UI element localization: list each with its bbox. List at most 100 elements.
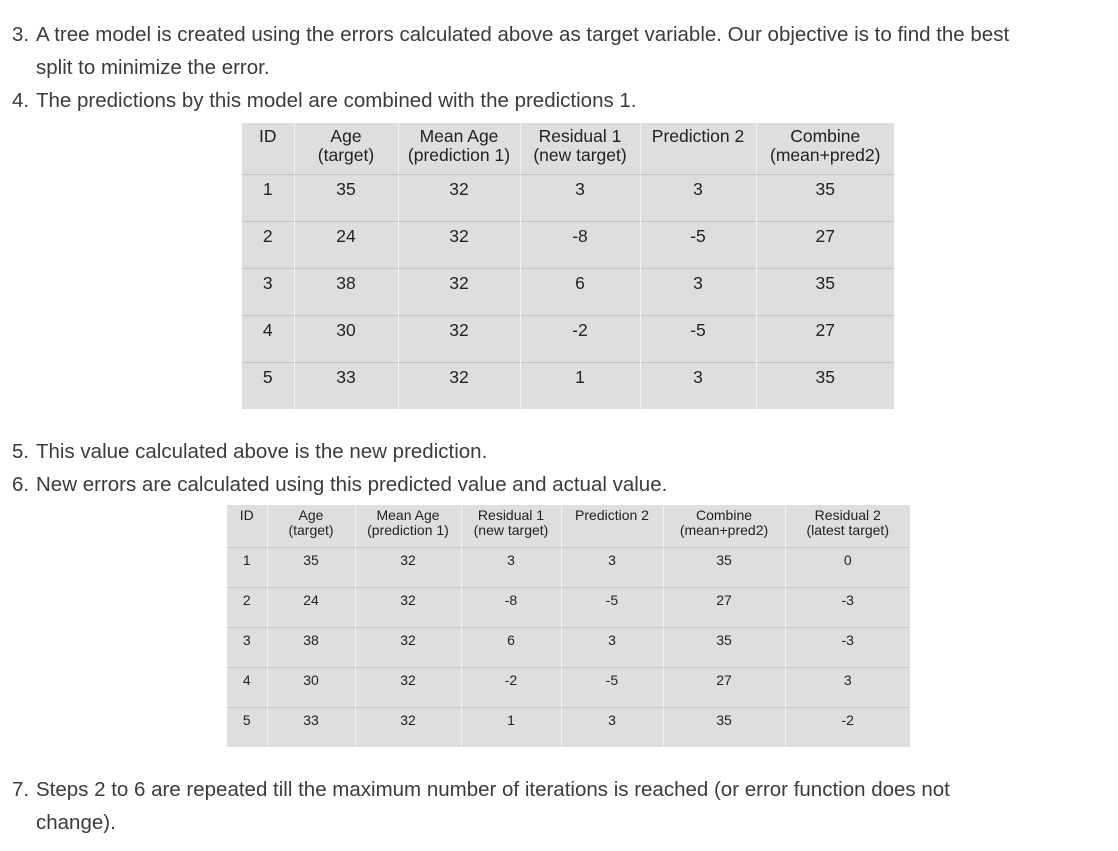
table-cell: 35 [662,706,785,747]
table-row: 3 38 32 6 3 35 [242,267,894,315]
table-cell: 32 [397,314,520,362]
table-cell: 27 [755,220,894,268]
table-cell: 35 [755,361,894,409]
table-cell: 5 [242,361,294,409]
table-cell: 3 [227,626,267,667]
header-sublabel: (prediction 1) [407,144,511,165]
header-label: Residual 1 [477,507,545,523]
table-1-header-age: Age (target) [293,123,398,175]
table-cell: 32 [397,267,520,315]
table-cell: 5 [227,706,267,747]
table-cell: 32 [354,666,461,707]
table-cell: -3 [784,626,910,667]
table-2-header-prediction-2: Prediction 2 [560,505,663,547]
table-1-header-row: ID Age (target) Mean Age (prediction 1) Re… [242,123,894,175]
table-cell: -5 [639,314,756,362]
table-cell: 6 [519,267,640,315]
table-cell: 32 [354,626,461,667]
table-cell: 30 [293,314,398,362]
table-cell: 27 [662,666,785,707]
table-row: 4 30 32 -2 -5 27 [242,314,894,362]
table-cell: 3 [560,706,663,747]
table-2-header-combine: Combine (mean+pred2) [662,505,785,547]
table-2-header-mean-age: Mean Age (prediction 1) [354,505,461,547]
step-3-line-1: A tree model is created using the errors… [36,23,1010,46]
table-cell: 6 [460,626,561,667]
header-label: Mean Age [376,507,440,523]
header-label: Prediction 2 [575,507,649,523]
table-cell: 2 [242,220,294,268]
header-sublabel: (target) [288,522,334,539]
table-cell: 35 [662,546,785,587]
table-cell: 32 [397,173,520,221]
table-row: 5 33 32 1 3 35 -2 [227,706,910,747]
step-5-number: 5. [12,440,30,463]
header-label: Mean Age [419,126,499,146]
table-cell: 24 [266,586,355,627]
step-3-number: 3. [12,23,30,46]
table-cell: -5 [560,666,663,707]
header-label: Age [330,126,362,146]
step-4-text: The predictions by this model are combin… [36,89,637,112]
table-1-header-id: ID [242,123,294,175]
table-1-header-mean-age: Mean Age (prediction 1) [397,123,520,175]
table-2-header-residual-1: Residual 1 (new target) [460,505,561,547]
table-cell: 3 [784,666,910,707]
table-cell: 1 [519,361,640,409]
table-cell: -8 [460,586,561,627]
table-cell: 1 [227,546,267,587]
table-cell: 4 [242,314,294,362]
table-cell: -2 [460,666,561,707]
table-cell: -8 [519,220,640,268]
table-1-header-combine: Combine (mean+pred2) [755,123,894,175]
table-2-header-row: ID Age (target) Mean Age (prediction 1) Re… [227,505,910,547]
table-row: 4 30 32 -2 -5 27 3 [227,666,910,707]
step-7-line-2: change). [36,811,116,834]
table-row: 1 35 32 3 3 35 [242,173,894,221]
table-cell: 3 [639,173,756,221]
table-row: 5 33 32 1 3 35 [242,361,894,409]
step-7-paragraph: 7. Steps 2 to 6 are repeated till the max… [12,773,1102,839]
table-2-header-residual-2: Residual 2 (latest target) [784,505,910,547]
step-7-number: 7. [12,778,30,801]
table-cell: 1 [460,706,561,747]
table-cell: 3 [639,361,756,409]
prediction-table-2: ID Age (target) Mean Age (prediction 1) Re… [227,505,910,747]
header-label: Combine [695,507,753,523]
header-label: ID [259,126,277,146]
table-cell: 35 [662,626,785,667]
table-cell: 33 [293,361,398,409]
step-7-line-1: Steps 2 to 6 are repeated till the maxim… [36,778,950,801]
step-3-line-2: split to minimize the error. [36,56,270,79]
header-label: Combine [790,126,861,146]
table-cell: 24 [293,220,398,268]
step-5-text: This value calculated above is the new p… [36,440,488,463]
header-sublabel: (new target) [533,144,627,165]
header-sublabel: (prediction 1) [367,522,449,539]
table-cell: 35 [266,546,355,587]
table-cell: 3 [639,267,756,315]
step-3-paragraph: 3. A tree model is created using the erro… [12,18,1112,84]
step-4-number: 4. [12,89,30,112]
table-1-header-residual-1: Residual 1 (new target) [519,123,640,175]
header-sublabel: (mean+pred2) [770,144,881,165]
table-2-header-id: ID [227,505,267,547]
header-sublabel: (target) [317,144,375,165]
table-cell: -2 [519,314,640,362]
step-6-number: 6. [12,473,30,496]
header-label: Residual 2 [814,507,881,523]
table-cell: 30 [266,666,355,707]
table-row: 3 38 32 6 3 35 -3 [227,626,910,667]
table-cell: 32 [397,220,520,268]
table-cell: -5 [560,586,663,627]
table-cell: 32 [354,706,461,747]
table-row: 2 24 32 -8 -5 27 [242,220,894,268]
prediction-table-1: ID Age (target) Mean Age (prediction 1) Re… [242,123,894,409]
table-cell: 32 [397,361,520,409]
table-2-header-age: Age (target) [266,505,355,547]
table-row: 2 24 32 -8 -5 27 -3 [227,586,910,627]
header-label: ID [239,507,254,523]
header-sublabel: (mean+pred2) [679,522,769,539]
table-1-header-prediction-2: Prediction 2 [639,123,756,175]
table-cell: 35 [293,173,398,221]
